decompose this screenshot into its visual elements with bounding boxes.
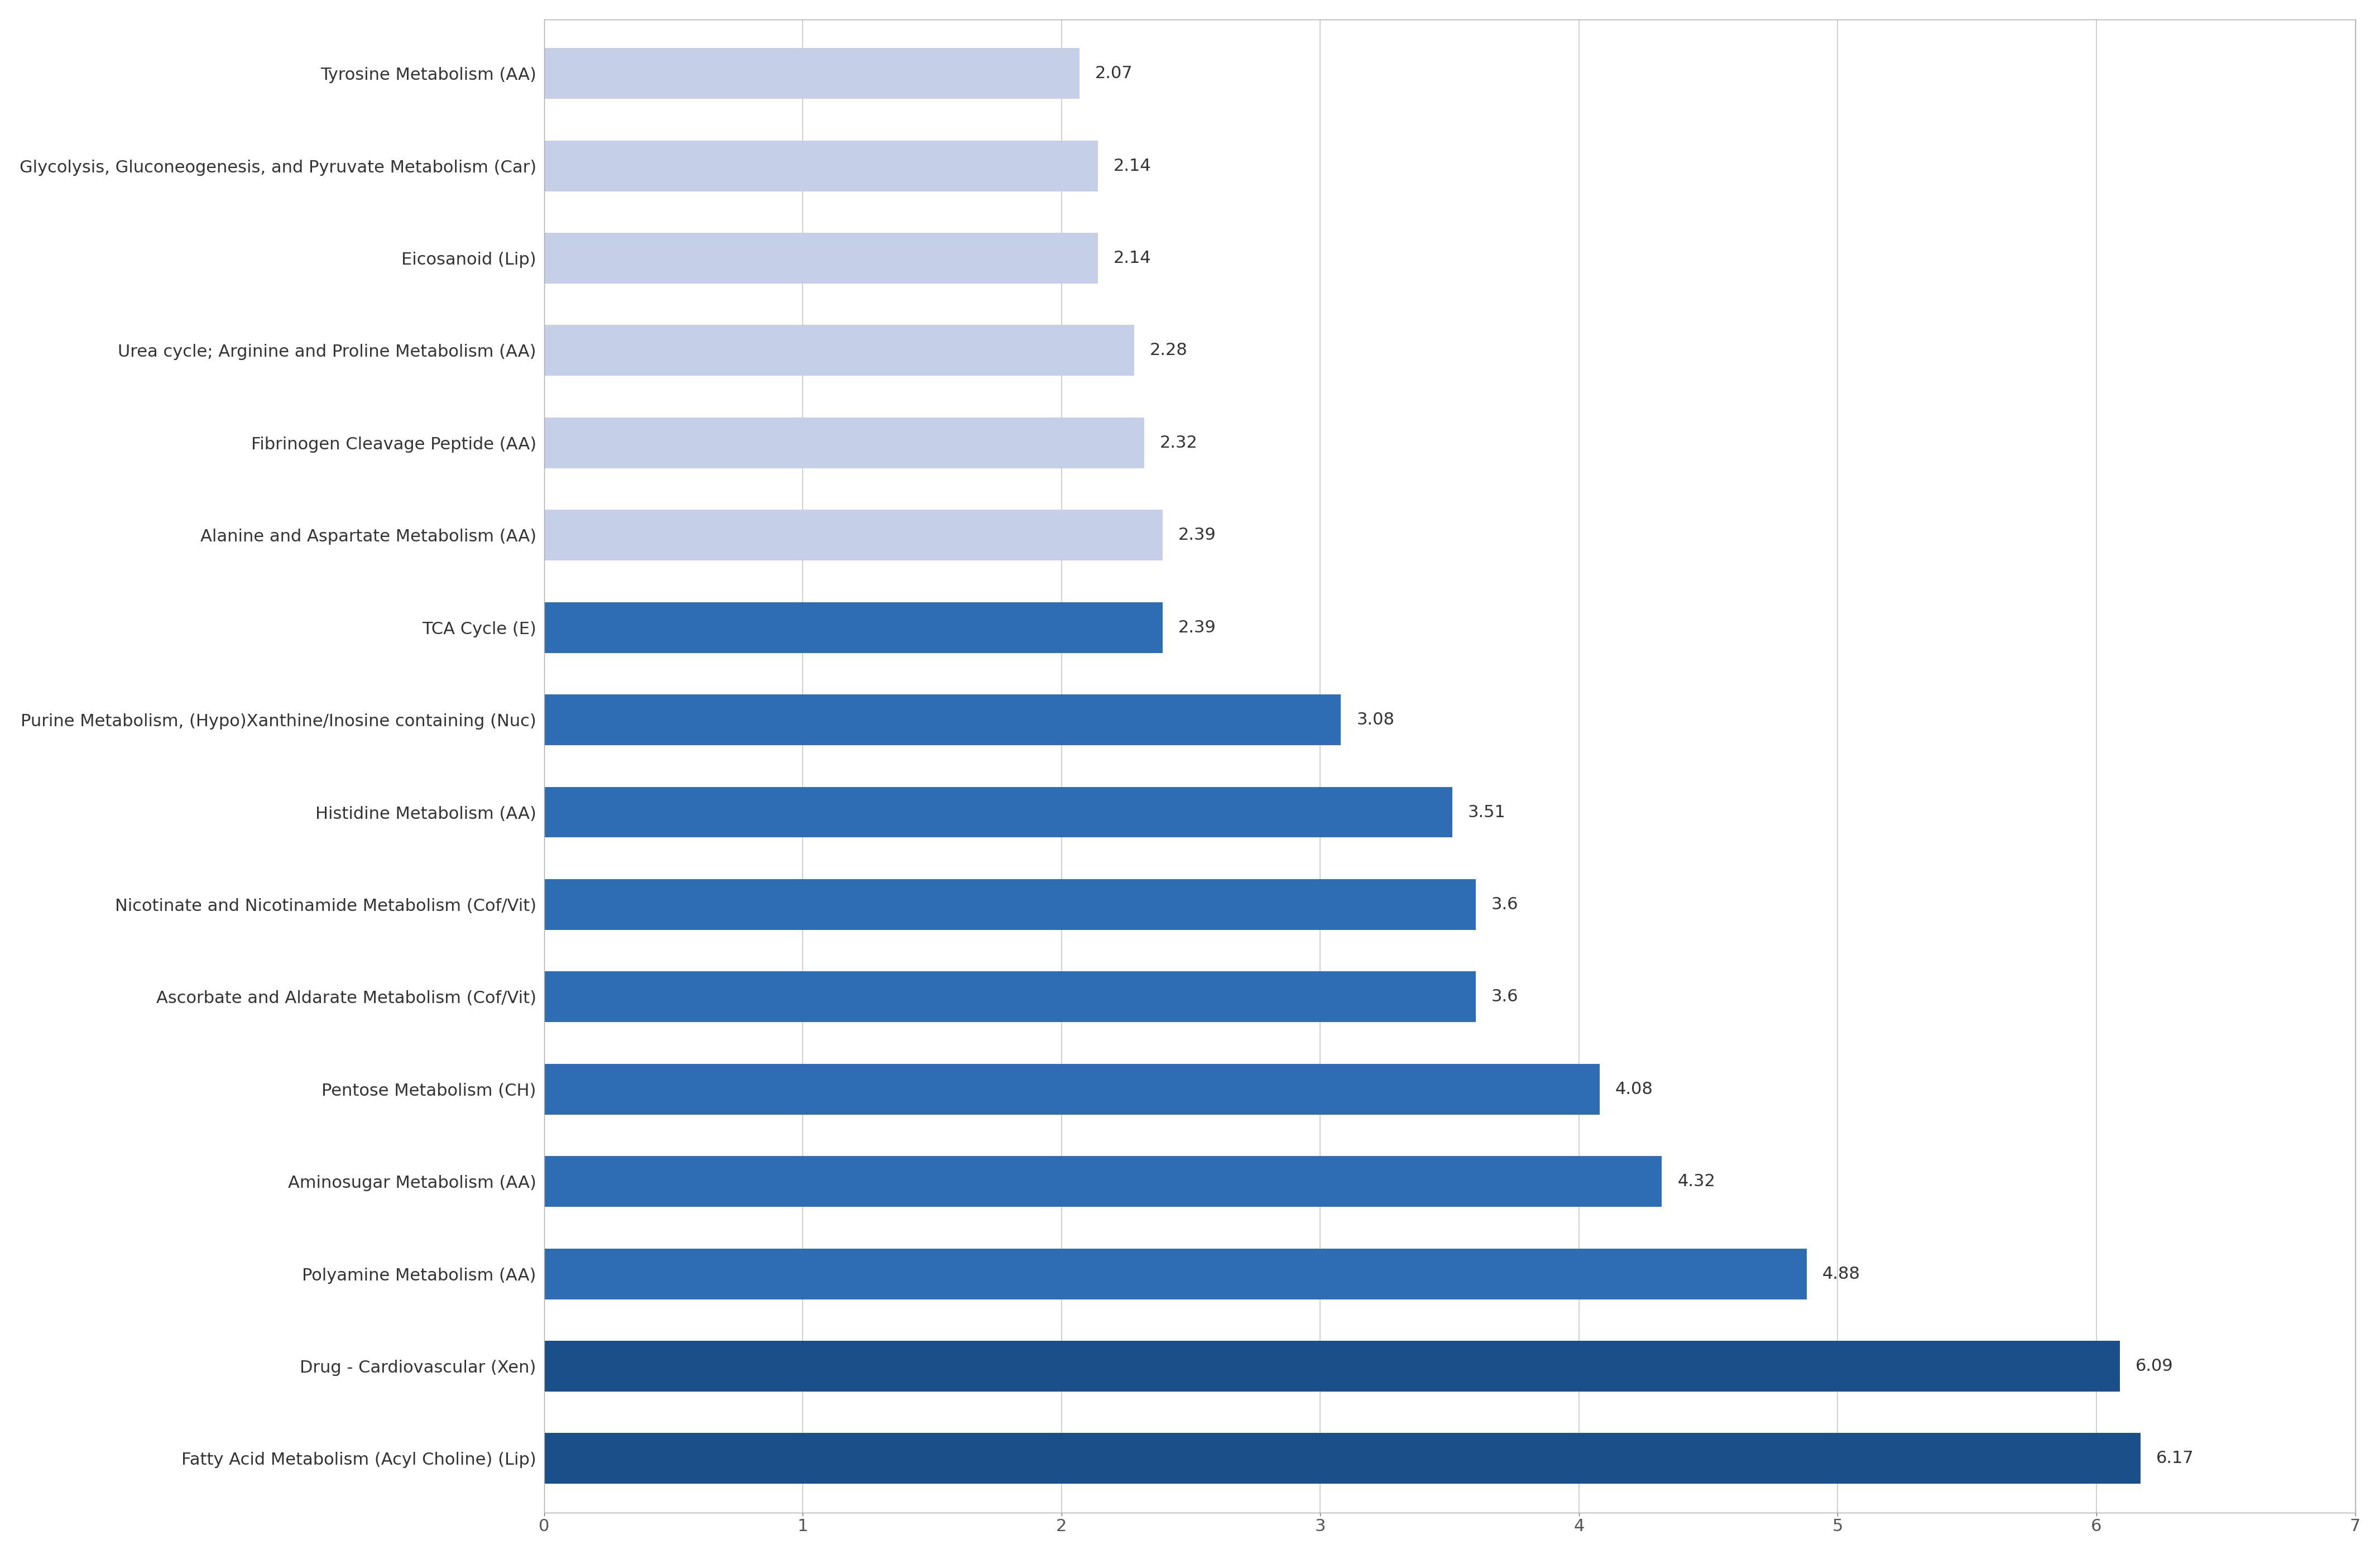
Text: 6.09: 6.09 bbox=[2135, 1358, 2173, 1374]
Bar bbox=[545, 880, 1476, 929]
Bar bbox=[545, 1433, 2140, 1484]
Bar bbox=[545, 971, 1476, 1023]
Bar bbox=[545, 233, 1097, 283]
Text: 4.32: 4.32 bbox=[1678, 1173, 1716, 1190]
Text: 2.32: 2.32 bbox=[1159, 435, 1197, 451]
Bar bbox=[545, 1248, 1806, 1299]
Bar bbox=[545, 1341, 2121, 1391]
Bar bbox=[545, 695, 1340, 746]
Text: 4.88: 4.88 bbox=[1823, 1267, 1861, 1282]
Text: 2.39: 2.39 bbox=[1178, 620, 1216, 636]
Text: 3.51: 3.51 bbox=[1468, 803, 1507, 821]
Text: 2.14: 2.14 bbox=[1114, 157, 1152, 174]
Bar bbox=[545, 601, 1161, 653]
Bar bbox=[545, 510, 1161, 561]
Bar bbox=[545, 1064, 1599, 1114]
Text: 6.17: 6.17 bbox=[2156, 1450, 2194, 1467]
Text: 4.08: 4.08 bbox=[1616, 1082, 1654, 1097]
Bar bbox=[545, 325, 1133, 376]
Text: 2.39: 2.39 bbox=[1178, 527, 1216, 544]
Bar bbox=[545, 418, 1145, 468]
Bar bbox=[545, 140, 1097, 191]
Bar bbox=[545, 786, 1452, 838]
Text: 2.28: 2.28 bbox=[1150, 342, 1188, 359]
Text: 3.08: 3.08 bbox=[1357, 712, 1395, 727]
Text: 3.6: 3.6 bbox=[1490, 988, 1518, 1005]
Bar bbox=[545, 48, 1081, 99]
Bar bbox=[545, 1156, 1661, 1207]
Text: 3.6: 3.6 bbox=[1490, 897, 1518, 912]
Text: 2.07: 2.07 bbox=[1095, 65, 1133, 81]
Text: 2.14: 2.14 bbox=[1114, 250, 1152, 266]
